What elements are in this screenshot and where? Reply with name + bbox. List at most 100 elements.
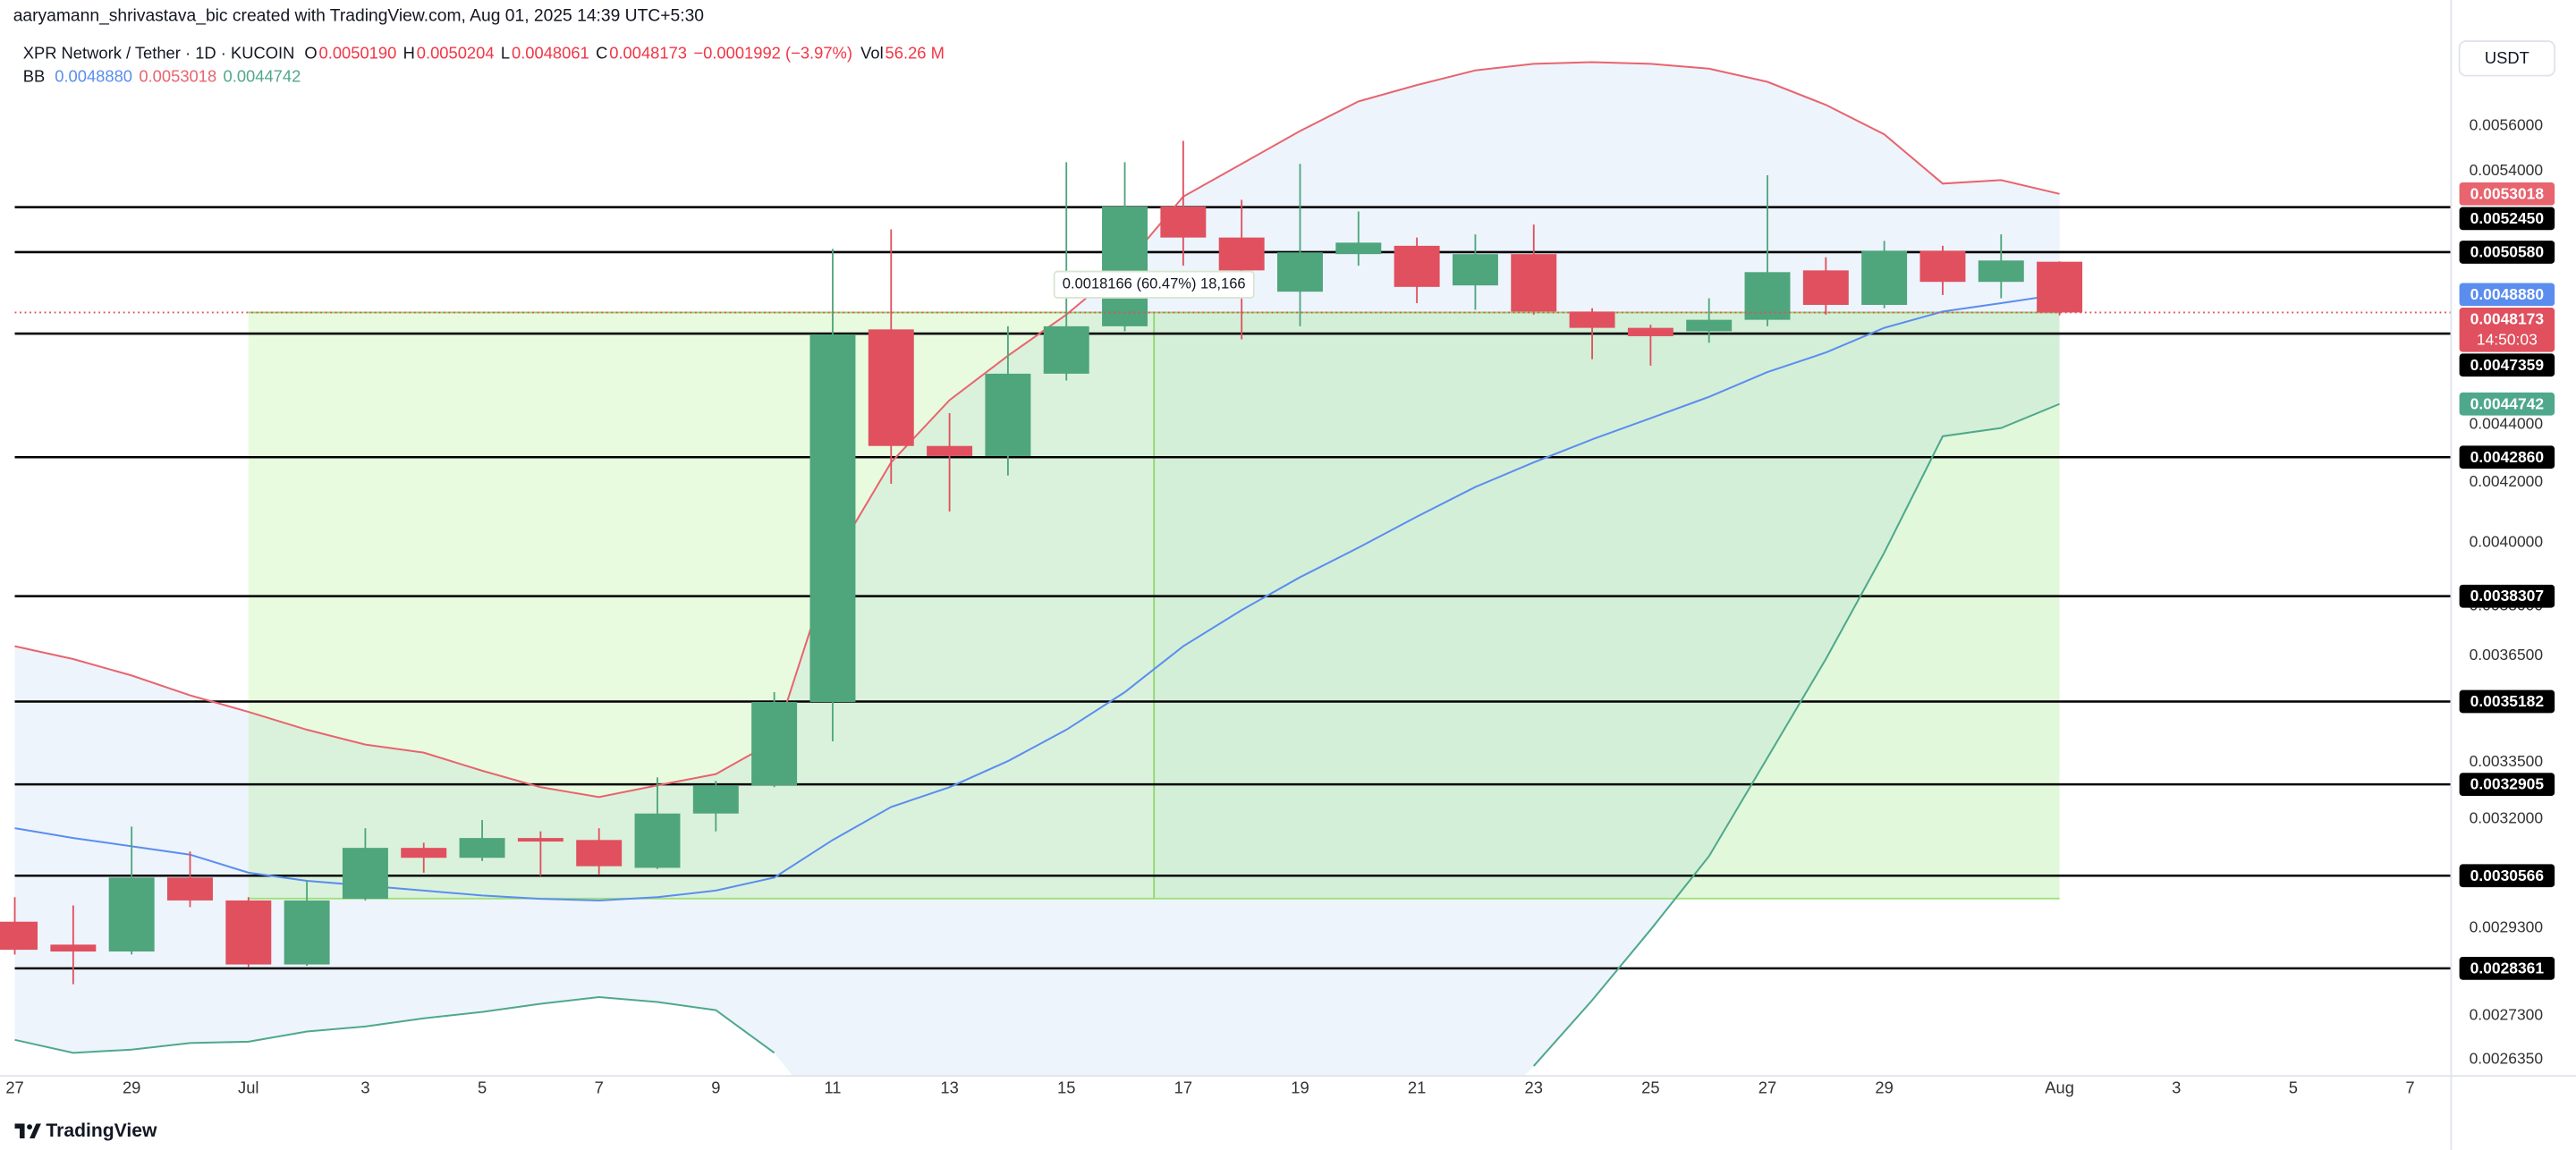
- level-label: 0.0047359: [2470, 356, 2545, 374]
- level-label-box: [2459, 957, 2555, 980]
- band-label: 0.0053018: [2470, 184, 2545, 202]
- x-tick-label: Jul: [238, 1078, 258, 1097]
- candle-body: [1043, 326, 1089, 374]
- x-tick-label: 9: [711, 1078, 720, 1097]
- candle-body: [284, 900, 330, 965]
- bb-value: 0.0053018: [139, 66, 216, 85]
- x-tick-label: 11: [824, 1078, 841, 1097]
- y-tick-label: 0.0032000: [2470, 808, 2544, 826]
- candle-body: [1978, 260, 2024, 283]
- level-label-box: [2459, 353, 2555, 377]
- candle-body: [1511, 254, 1557, 312]
- candle-body: [2037, 261, 2083, 313]
- y-tick-label: 0.0040000: [2470, 532, 2544, 550]
- y-tick-label: 0.0042000: [2470, 472, 2544, 490]
- bb-value: 0.0048880: [55, 66, 132, 85]
- brand-name: TradingView: [46, 1120, 157, 1141]
- x-tick-label: 5: [478, 1078, 487, 1097]
- x-tick-label: Aug: [2045, 1078, 2074, 1097]
- ohlc-value: 0.0050190: [319, 44, 397, 63]
- candle-body: [1802, 270, 1849, 305]
- x-tick-label: 21: [1408, 1078, 1426, 1097]
- level-label: 0.0035182: [2470, 692, 2544, 710]
- level-label-box: [2459, 864, 2555, 888]
- y-tick-label: 0.0029300: [2470, 917, 2544, 935]
- x-tick-label: 3: [2172, 1078, 2181, 1097]
- candle-body: [0, 921, 38, 951]
- y-tick-label: 0.0044000: [2470, 415, 2544, 433]
- candle-body: [342, 848, 388, 900]
- band-fill: [14, 62, 2060, 1077]
- candle-body: [751, 701, 798, 786]
- candle-body: [1861, 250, 1908, 305]
- level-label: 0.0042860: [2470, 448, 2544, 466]
- currency-button[interactable]: USDT: [2458, 40, 2556, 77]
- candle-body: [1569, 311, 1615, 328]
- y-tick-label: 0.0036500: [2470, 646, 2544, 664]
- candle-body: [1686, 319, 1733, 332]
- bb-value: 0.0044742: [224, 66, 301, 85]
- countdown-label: 14:50:03: [2477, 330, 2538, 348]
- candle-body: [634, 813, 681, 868]
- candle-body: [225, 900, 272, 965]
- level-label: 0.0052450: [2470, 209, 2544, 227]
- candle-body: [985, 373, 1031, 456]
- x-tick-label: 3: [360, 1078, 369, 1097]
- level-label-box: [2459, 584, 2555, 608]
- level-label-box: [2459, 207, 2555, 231]
- x-tick-label: 23: [1525, 1078, 1543, 1097]
- currency-label[interactable]: USDT: [2485, 48, 2529, 67]
- currency-button-frame[interactable]: [2458, 40, 2556, 77]
- x-tick-label: 25: [1641, 1078, 1659, 1097]
- candle-body: [517, 838, 564, 842]
- x-tick-label: 29: [1875, 1078, 1893, 1097]
- candle-body: [1744, 272, 1791, 320]
- attribution: aaryamann_shrivastava_bic created with T…: [13, 7, 704, 26]
- x-tick-label: 5: [2289, 1078, 2298, 1097]
- x-tick-label: 29: [123, 1078, 140, 1097]
- candle-body: [1919, 250, 1966, 283]
- band-label-box: [2459, 182, 2555, 206]
- level-label: 0.0028361: [2470, 959, 2545, 977]
- candle-body: [692, 785, 739, 814]
- x-tick-label: 27: [5, 1078, 23, 1097]
- candle-body: [809, 334, 856, 702]
- price-labels: 0.0053018 0.0052450 0.0050580 0.0048880 0.00…: [2459, 182, 2555, 980]
- candle-body: [576, 840, 623, 867]
- measure-label-box: [1053, 270, 1255, 299]
- y-tick-label: 0.0056000: [2470, 116, 2544, 134]
- level-label-box: [2459, 241, 2555, 264]
- band-label-box: [2459, 392, 2555, 416]
- y-tick-label: 0.0033500: [2470, 752, 2544, 770]
- ohlc-value: 0.0048173: [609, 44, 687, 63]
- x-tick-label: 17: [1174, 1078, 1192, 1097]
- bb-key: BB: [23, 66, 46, 85]
- plot-area: 0.0018166 (60.47%) 18,166: [0, 61, 2452, 1077]
- price-label: 0.0048173: [2470, 309, 2545, 327]
- band-line: [14, 61, 2060, 799]
- candle-body: [50, 944, 97, 952]
- x-tick-label: 7: [595, 1078, 604, 1097]
- price-label-box: [2459, 307, 2555, 352]
- level-label-box: [2459, 445, 2555, 469]
- ohlc-key: H: [403, 44, 415, 63]
- y-tick-label: 0.0027300: [2470, 1005, 2544, 1023]
- candle-body: [459, 838, 505, 858]
- candle-body: [1394, 245, 1440, 287]
- x-tick-label: 15: [1057, 1078, 1075, 1097]
- ohlc-value: 0.0048061: [512, 44, 589, 63]
- band-line: [14, 402, 2060, 1067]
- level-label: 0.0038307: [2470, 587, 2544, 605]
- change-value: −0.0001992 (−3.97%): [693, 44, 852, 63]
- candle-body: [1627, 327, 1674, 336]
- x-tick-label: 13: [940, 1078, 958, 1097]
- brand-icon-dot: [27, 1124, 32, 1130]
- x-tick-label: 27: [1758, 1078, 1776, 1097]
- band-label: 0.0044742: [2470, 394, 2544, 412]
- candle-body: [1218, 237, 1265, 271]
- ohlc-key: C: [596, 44, 607, 63]
- symbol-title: XPR Network / Tether · 1D · KUCOIN: [23, 44, 295, 63]
- vol-key: Vol: [860, 44, 884, 63]
